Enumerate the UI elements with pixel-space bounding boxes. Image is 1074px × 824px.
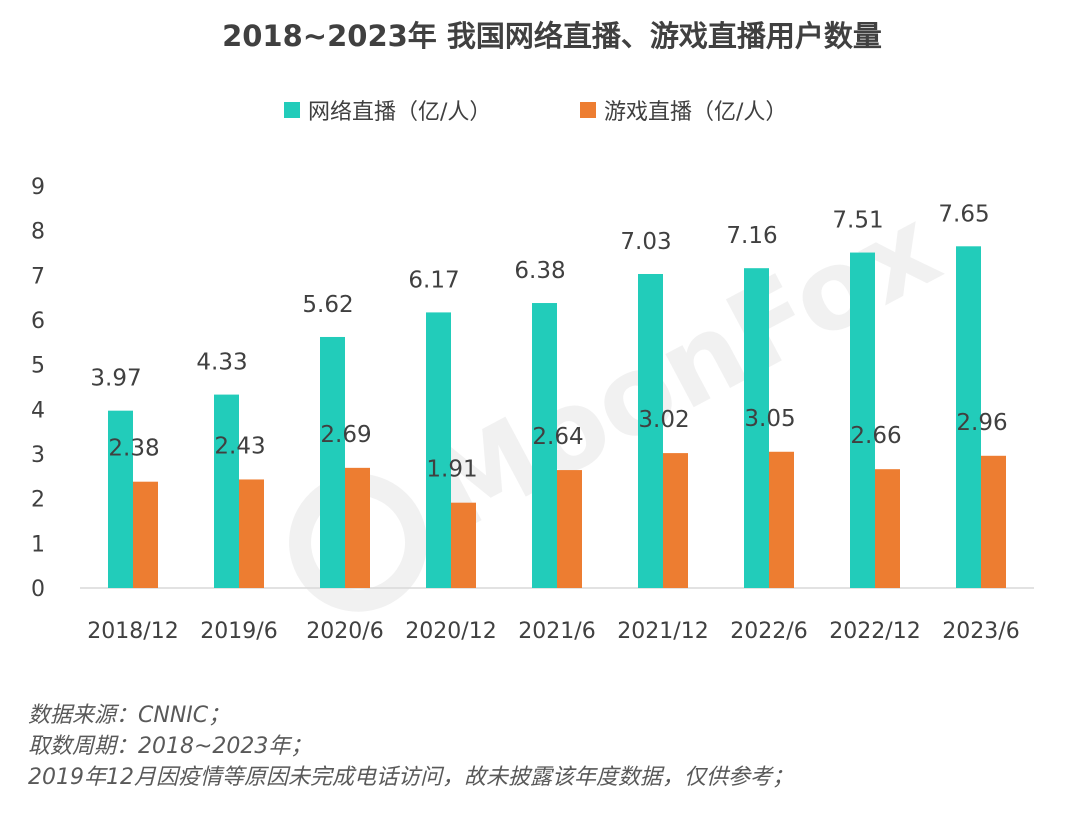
x-tick-label: 2022/12 xyxy=(829,619,920,644)
data-label-game: 2.43 xyxy=(214,433,265,459)
legend-label-game: 游戏直播（亿/人） xyxy=(604,100,787,125)
x-tick-label: 2019/6 xyxy=(200,619,277,644)
bar-game xyxy=(133,481,158,588)
x-tick-label: 2020/6 xyxy=(306,619,383,644)
bar-live xyxy=(744,268,769,588)
data-label-game: 3.02 xyxy=(638,407,689,433)
x-tick-label: 2023/6 xyxy=(942,619,1019,644)
x-tick-label: 2018/12 xyxy=(87,619,178,644)
bar-live xyxy=(214,394,239,588)
legend-swatch-game xyxy=(580,102,596,118)
chart: 2018~2023年 我国网络直播、游戏直播用户数量 网络直播（亿/人） 游戏直… xyxy=(31,19,1034,644)
bar-game xyxy=(875,469,900,588)
data-label-live: 7.03 xyxy=(620,229,671,255)
y-tick-label: 4 xyxy=(31,398,45,423)
data-label-live: 7.16 xyxy=(726,223,777,249)
bar-game xyxy=(769,451,794,588)
x-axis: 2018/12 2019/6 2020/6 2020/12 2021/6 2021/12 2… xyxy=(87,619,1019,644)
bar-live xyxy=(108,410,133,588)
bar-live xyxy=(320,336,345,588)
x-tick-label: 2021/12 xyxy=(617,619,708,644)
data-label-live: 5.62 xyxy=(302,292,353,318)
data-label-live: 3.97 xyxy=(90,366,141,392)
footer-source: 数据来源：CNNIC； xyxy=(28,703,231,728)
x-tick-label: 2022/6 xyxy=(730,619,807,644)
data-label-game: 1.91 xyxy=(426,457,477,483)
bar-game xyxy=(239,479,264,588)
y-tick-label: 7 xyxy=(31,264,45,289)
data-label-live: 7.65 xyxy=(938,201,989,227)
legend-swatch-live xyxy=(284,102,300,118)
bar-game xyxy=(451,502,476,588)
data-label-game: 3.05 xyxy=(744,406,795,432)
data-label-game: 2.64 xyxy=(532,424,583,450)
y-axis: 0 1 2 3 4 5 6 7 8 9 xyxy=(31,175,45,602)
data-label-live: 7.51 xyxy=(832,208,883,234)
chart-title: 2018~2023年 我国网络直播、游戏直播用户数量 xyxy=(222,19,882,53)
data-label-game: 2.69 xyxy=(320,422,371,448)
y-tick-label: 9 xyxy=(31,175,45,200)
data-label-live: 6.17 xyxy=(408,267,459,293)
data-label-game: 2.96 xyxy=(956,410,1007,436)
y-tick-label: 6 xyxy=(31,309,45,334)
bar-game xyxy=(557,470,582,588)
y-tick-label: 2 xyxy=(31,488,45,513)
y-tick-label: 8 xyxy=(31,220,45,245)
y-tick-label: 1 xyxy=(31,532,45,557)
data-label-live: 6.38 xyxy=(514,258,565,284)
bar-live xyxy=(426,312,451,588)
data-label-game: 2.66 xyxy=(850,423,901,449)
data-label-game: 2.38 xyxy=(108,436,159,462)
bars: 3.97 2.38 4.33 2.43 5.62 2.69 6.17 1.91 6.38 2.64… xyxy=(90,201,1008,589)
footer-period: 取数周期：2018~2023年； xyxy=(28,734,313,759)
footer-note: 2019年12月因疫情等原因未完成电话访问，故未披露该年度数据，仅供参考； xyxy=(28,765,794,790)
legend-label-live: 网络直播（亿/人） xyxy=(308,100,491,125)
bar-game xyxy=(345,467,370,588)
x-tick-label: 2021/6 xyxy=(518,619,595,644)
x-tick-label: 2020/12 xyxy=(405,619,496,644)
y-tick-label: 3 xyxy=(31,443,45,468)
bar-game xyxy=(663,453,688,588)
bar-live xyxy=(850,252,875,588)
bar-live xyxy=(532,303,557,588)
bar-live xyxy=(638,273,663,588)
data-label-live: 4.33 xyxy=(196,350,247,376)
y-tick-label: 0 xyxy=(31,577,45,602)
legend: 网络直播（亿/人） 游戏直播（亿/人） xyxy=(284,100,787,125)
bar-game xyxy=(981,455,1006,588)
footer-notes: 数据来源：CNNIC； 取数周期：2018~2023年； 2019年12月因疫情… xyxy=(28,700,794,793)
bar-live xyxy=(956,246,981,589)
y-tick-label: 5 xyxy=(31,354,45,379)
